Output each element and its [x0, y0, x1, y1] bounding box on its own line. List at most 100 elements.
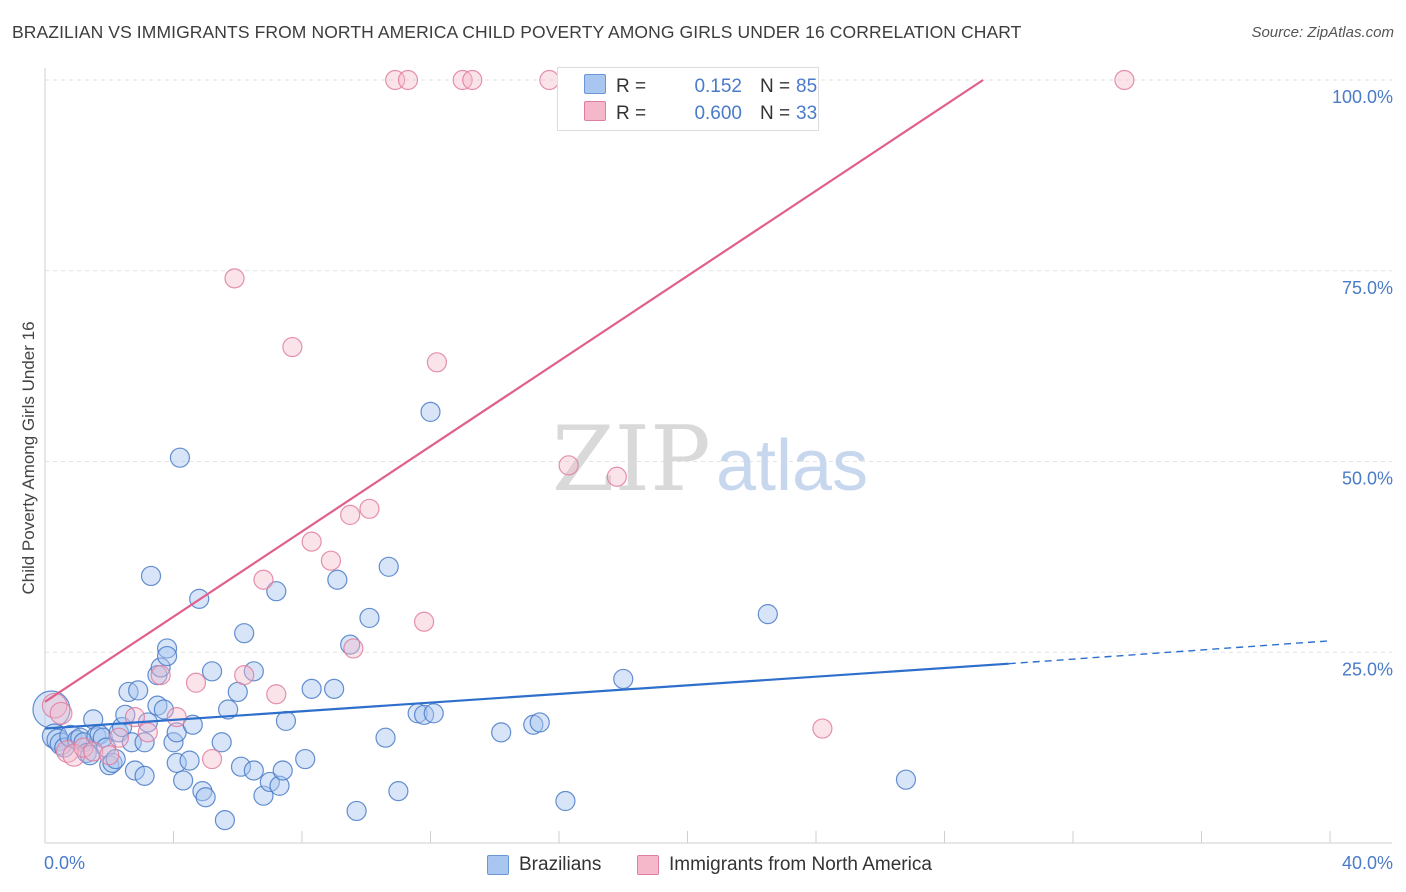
point-brazilians — [234, 623, 255, 644]
point-immigrants — [539, 69, 560, 91]
point-brazilians — [128, 680, 149, 701]
point-immigrants — [462, 69, 483, 91]
point-immigrants — [301, 531, 322, 552]
point-immigrants — [49, 701, 73, 725]
point-brazilians — [156, 638, 178, 659]
point-brazilians — [169, 447, 191, 468]
legend-swatch-pink — [584, 101, 606, 121]
point-brazilians — [420, 401, 441, 423]
point-immigrants — [812, 718, 833, 739]
point-immigrants — [1114, 69, 1135, 91]
y-tick-label: 75.0% — [1342, 278, 1393, 298]
grid-lines — [45, 79, 1392, 653]
legend-swatch-pink — [637, 855, 659, 875]
tick-labels: 25.0% 50.0% 75.0% 100.0% 0.0% 40.0% — [44, 87, 1393, 873]
point-brazilians — [295, 748, 316, 770]
point-brazilians — [555, 790, 576, 812]
y-tick-label: 50.0% — [1342, 469, 1393, 489]
y-tick-label: 25.0% — [1342, 659, 1393, 679]
point-brazilians — [140, 565, 162, 587]
point-brazilians — [214, 810, 235, 831]
point-brazilians — [266, 581, 287, 602]
point-immigrants — [83, 741, 104, 762]
point-brazilians — [269, 775, 290, 796]
point-immigrants — [234, 665, 255, 686]
point-brazilians — [327, 569, 348, 590]
point-immigrants — [99, 745, 120, 766]
point-brazilians — [150, 657, 171, 678]
point-brazilians — [378, 556, 399, 577]
point-brazilians — [192, 781, 213, 802]
point-brazilians — [153, 699, 174, 720]
trend-line-immigrants — [44, 79, 984, 703]
point-immigrants — [282, 336, 303, 358]
y-tick-label: 100.0% — [1332, 87, 1393, 107]
legend-swatch-blue — [584, 74, 606, 94]
point-brazilians — [243, 760, 264, 781]
point-brazilians — [324, 678, 345, 699]
legend-n-label: N = — [760, 76, 791, 97]
point-brazilians — [301, 678, 322, 699]
legend-label: Brazilians — [519, 854, 602, 875]
point-brazilians — [195, 787, 216, 808]
point-brazilians — [359, 607, 380, 629]
correlation-legend: R = 0.152 N = 85 R = 0.600 N = 33 — [557, 67, 819, 131]
point-brazilians — [201, 661, 223, 682]
legend-r-label: R = — [616, 76, 647, 97]
legend-n-value: 33 — [796, 103, 818, 124]
watermark: ZIP atlas — [552, 407, 868, 512]
legend-r-label: R = — [616, 103, 647, 124]
legend-n-value: 85 — [796, 76, 818, 97]
x-tick-label: 40.0% — [1342, 853, 1393, 873]
point-immigrants — [426, 352, 448, 373]
point-brazilians — [218, 699, 239, 720]
legend-n-label: N = — [760, 103, 791, 124]
point-immigrants — [413, 611, 435, 632]
watermark-zip: ZIP — [552, 407, 711, 512]
point-immigrants — [397, 69, 419, 91]
point-brazilians — [275, 710, 297, 732]
point-immigrants — [108, 727, 129, 748]
point-brazilians — [613, 668, 634, 690]
point-brazilians — [272, 760, 293, 781]
point-immigrants — [56, 739, 79, 763]
legend-r-value: 0.600 — [694, 103, 742, 124]
point-brazilians — [166, 752, 187, 773]
point-brazilians — [529, 712, 550, 733]
legend-label: Immigrants from North America — [669, 854, 932, 875]
trend-line-brazilians-extension — [1008, 640, 1331, 665]
point-brazilians — [895, 769, 917, 790]
point-immigrants — [166, 707, 187, 728]
point-brazilians — [423, 703, 444, 724]
point-immigrants — [137, 722, 158, 743]
point-brazilians — [375, 727, 396, 748]
trend-lines — [44, 79, 1331, 730]
point-immigrants — [253, 569, 274, 590]
source-label: Source: ZipAtlas.com — [1251, 24, 1394, 41]
point-brazilians — [388, 781, 409, 802]
chart-title: BRAZILIAN VS IMMIGRANTS FROM NORTH AMERI… — [12, 22, 1022, 42]
point-brazilians — [211, 732, 232, 753]
point-brazilians — [134, 765, 155, 786]
point-immigrants — [266, 684, 287, 705]
watermark-atlas: atlas — [716, 426, 868, 506]
point-brazilians — [346, 800, 367, 822]
point-brazilians — [173, 770, 194, 791]
point-immigrants — [606, 466, 627, 487]
point-brazilians — [491, 722, 512, 743]
point-brazilians — [124, 760, 146, 781]
point-brazilians — [179, 750, 200, 771]
point-brazilians — [757, 603, 778, 625]
trend-line-brazilians — [44, 662, 1009, 730]
x-tick-label: 0.0% — [44, 853, 85, 873]
point-immigrants — [340, 504, 361, 526]
y-axis-label: Child Poverty Among Girls Under 16 — [19, 321, 38, 594]
point-brazilians — [230, 756, 252, 777]
point-brazilians — [227, 681, 248, 703]
point-immigrants — [558, 455, 579, 476]
point-immigrants — [224, 268, 245, 289]
point-immigrants — [150, 665, 171, 686]
legend-r-value: 0.152 — [694, 76, 742, 97]
point-immigrants — [320, 550, 342, 571]
